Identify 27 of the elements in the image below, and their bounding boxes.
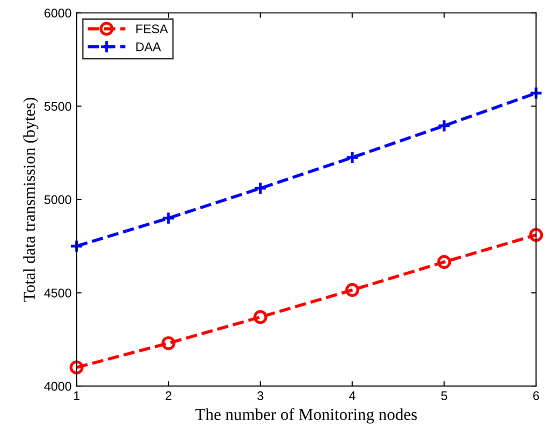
x-tick-label: 5 xyxy=(441,391,448,400)
x-tick-label: 1 xyxy=(74,391,80,400)
x-tick-label: 2 xyxy=(166,391,172,400)
point xyxy=(529,228,544,242)
point xyxy=(253,181,268,196)
point xyxy=(70,239,84,254)
y-tick-label: 6000 xyxy=(44,8,72,18)
y-axis-title: Total data transmission (bytes) xyxy=(23,98,38,302)
point xyxy=(345,283,360,297)
point xyxy=(162,336,176,350)
point xyxy=(437,118,452,133)
point xyxy=(253,310,268,324)
x-tick-label: 6 xyxy=(533,391,539,400)
legend-label: FESA xyxy=(136,24,168,34)
x-tick-label: 4 xyxy=(349,391,356,400)
point xyxy=(162,211,176,226)
point xyxy=(70,360,84,374)
y-tick-label: 5000 xyxy=(44,195,72,204)
point xyxy=(345,150,360,164)
x-tick-label: 3 xyxy=(257,391,264,400)
x-axis-title: The number of Monitoring nodes xyxy=(196,408,417,424)
point xyxy=(437,255,452,269)
y-tick-label: 4500 xyxy=(44,288,72,298)
y-tick-label: 5500 xyxy=(44,102,72,111)
point xyxy=(529,86,544,100)
legend-label: DAA xyxy=(136,42,162,52)
y-tick-label: 4000 xyxy=(44,382,72,391)
